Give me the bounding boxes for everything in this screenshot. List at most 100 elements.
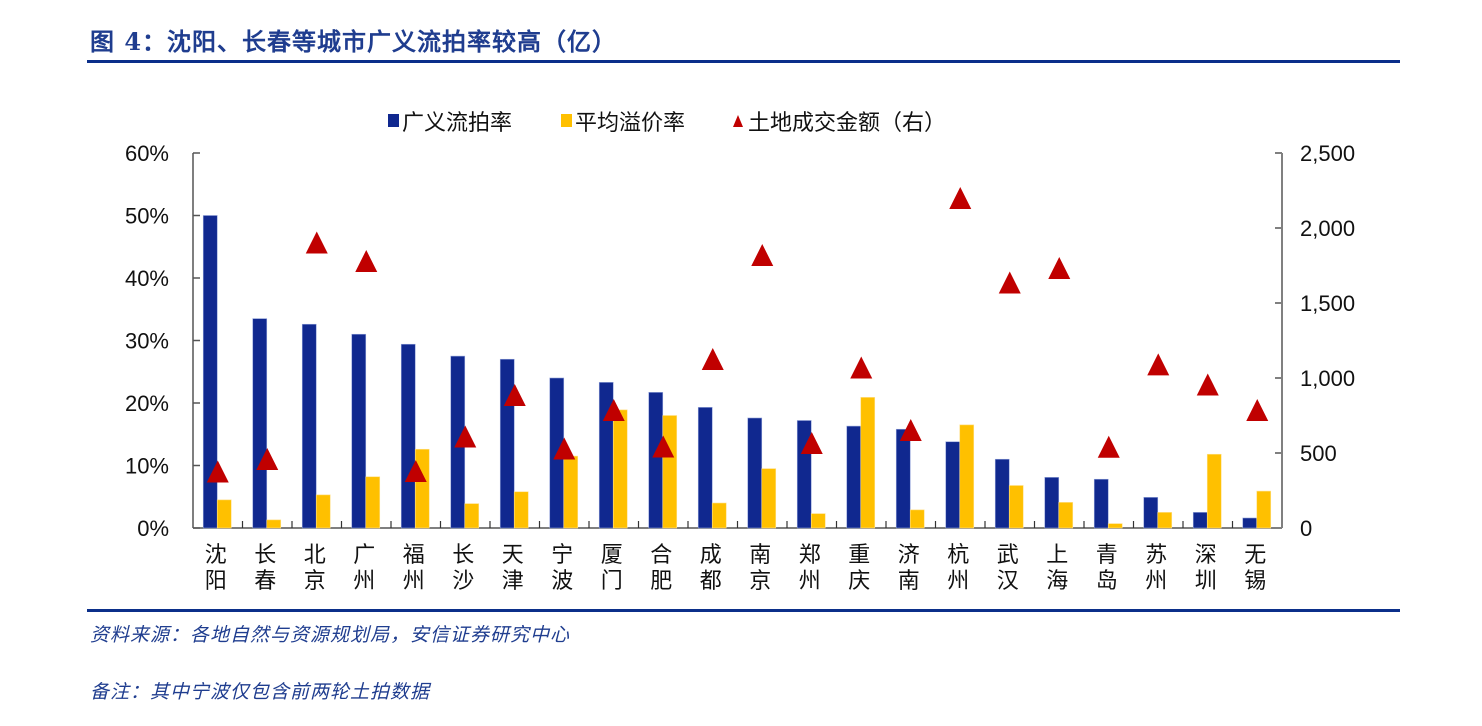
x-tick-label: 长 [452,543,474,568]
right-tick-label: 1,000 [1300,366,1355,391]
bar-premium-rate [1058,502,1074,529]
marker-land-transaction [751,244,774,266]
bar-premium-rate [959,424,975,529]
x-tick-label: 深 [1195,543,1217,568]
marker-land-transaction [256,448,279,470]
bar-premium-rate [1107,523,1123,529]
marker-land-transaction [850,356,873,379]
legend-swatch-yellow [561,114,572,127]
x-tick-label: 都 [700,569,722,594]
right-tick-label: 2,000 [1300,216,1355,241]
legend-marker-triangle [733,115,743,127]
combo-chart: 广义流拍率 平均溢价率 土地成交金额（右） 0% 10% 20% 30% 40% 50% 60%… [125,111,1355,594]
bar-guangyi-liupai-rate [301,323,317,529]
x-tick-label: 圳 [1195,569,1217,594]
x-tick-label: 济 [898,543,920,568]
marker-land-transaction [553,437,576,460]
x-tick-label: 门 [601,569,623,594]
marker-land-transaction [998,271,1021,294]
bar-premium-rate [1206,453,1222,529]
x-tick-label: 京 [304,569,326,594]
bar-guangyi-liupai-rate [400,343,416,529]
marker-land-transaction [1147,353,1170,376]
x-tick-label: 沈 [205,543,227,568]
x-tick-label: 南 [898,569,920,594]
x-tick-label: 汉 [997,569,1019,594]
marker-land-transaction [404,460,427,482]
bar-guangyi-liupai-rate [1242,517,1258,529]
x-tick-label: 厦 [601,543,623,568]
left-tick-label: 60% [125,141,169,166]
left-tick-label: 40% [125,266,169,291]
legend-swatch-blue [388,114,399,127]
x-tick-label: 宁 [551,543,573,568]
x-tick-label: 海 [1046,569,1068,594]
x-tick-label: 长 [254,543,276,568]
x-tick-label: 州 [1145,569,1167,594]
x-tick-label: 庆 [848,569,870,594]
x-tick-label: 上 [1046,543,1068,568]
left-tick-label: 30% [125,329,169,354]
x-tick-label: 成 [700,543,722,568]
bar-premium-rate [1256,490,1272,529]
x-tick-label: 春 [254,569,276,594]
x-tick-label: 武 [997,543,1019,568]
title-rule [87,60,1400,63]
bar-premium-rate [612,409,628,529]
marker-land-transaction [1048,257,1071,280]
marker-land-transaction [503,383,526,406]
left-tick-label: 50% [125,204,169,229]
x-tick-label: 青 [1096,543,1118,568]
x-tick-label: 州 [353,569,375,594]
footer-rule [87,609,1400,612]
bar-premium-rate [761,468,777,529]
marker-land-transaction [1246,398,1269,421]
bar-guangyi-liupai-rate [1044,477,1060,529]
bar-premium-rate [1008,485,1024,529]
bar-premium-rate [1157,512,1173,529]
marker-land-transaction [602,398,625,421]
x-tick-label: 肥 [650,569,672,594]
bar-guangyi-liupai-rate [1093,478,1109,529]
left-tick-label: 0% [137,516,169,541]
bar-premium-rate [464,503,480,529]
marker-land-transaction [454,425,477,448]
figure-title: 图 4：沈阳、长春等城市广义流拍率较高（亿） [90,27,618,56]
remark-note: 备注：其中宁波仅包含前两轮土拍数据 [90,681,431,703]
x-tick-label: 合 [650,543,672,568]
bar-guangyi-liupai-rate [202,215,218,529]
right-tick-label: 1,500 [1300,291,1355,316]
marker-land-transaction [899,419,922,442]
marker-land-transaction [652,435,675,458]
bar-premium-rate [563,455,579,529]
bar-premium-rate [315,494,331,529]
x-tick-label: 北 [304,543,326,568]
bar-guangyi-liupai-rate [895,428,911,529]
bar-premium-rate [711,502,727,529]
x-tick-label: 京 [749,569,771,594]
bar-guangyi-liupai-rate [1192,512,1208,529]
x-tick-label: 州 [799,569,821,594]
x-tick-label: 重 [848,543,870,568]
x-tick-label: 福 [403,543,425,568]
marker-land-transaction [701,347,724,370]
x-tick-label: 南 [749,543,771,568]
marker-land-transaction [1097,435,1120,458]
x-tick-label: 杭 [947,543,969,568]
left-tick-label: 10% [125,454,169,479]
bar-guangyi-liupai-rate [747,417,763,529]
marker-land-transaction [1196,373,1219,396]
bars [202,215,1272,529]
right-tick-label: 0 [1300,516,1312,541]
bar-guangyi-liupai-rate [796,420,812,529]
x-tick-label: 沙 [452,569,474,594]
left-tick-label: 20% [125,391,169,416]
bar-premium-rate [662,415,678,529]
bar-premium-rate [909,509,925,529]
bar-guangyi-liupai-rate [351,333,367,529]
bar-premium-rate [414,448,430,529]
x-axis-labels: 沈阳长春北京广州福州长沙天津宁波厦门合肥成都南京郑州重庆济南杭州武汉上海青岛苏州… [205,543,1267,594]
bar-premium-rate [810,513,826,529]
marker-land-transaction [949,187,972,209]
marker-land-transaction [800,431,823,454]
